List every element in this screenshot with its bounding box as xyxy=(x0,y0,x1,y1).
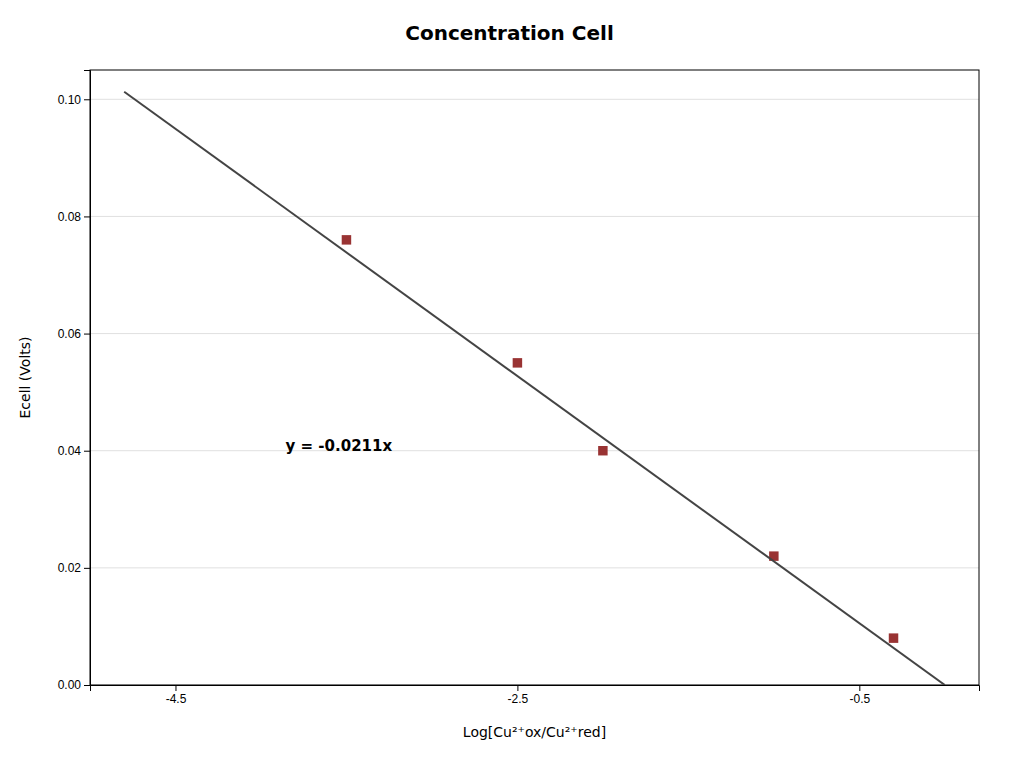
tick: 0.00 xyxy=(58,678,90,692)
trend-line xyxy=(124,92,945,685)
tick-label: -4.5 xyxy=(166,692,187,706)
tick: 0.06 xyxy=(58,327,90,341)
tick-mark xyxy=(84,451,90,452)
tick-mark xyxy=(84,685,90,686)
tick: -2.5 xyxy=(508,685,529,706)
axis-line xyxy=(84,71,91,686)
grid xyxy=(90,99,979,685)
tick: 0.02 xyxy=(58,561,90,575)
tick: 0.04 xyxy=(58,444,90,458)
tick-mark xyxy=(175,685,176,691)
plot-frame xyxy=(90,70,979,685)
tick-label: 0.02 xyxy=(58,561,82,575)
annotation: y = -0.0211x xyxy=(286,437,393,455)
plot: -0.5 -2.5 -4.5 0.00 0.02 0.04 0.06 0.08 0.10 y = … xyxy=(58,70,980,706)
tick-label: 0.08 xyxy=(58,210,82,224)
tick: 0.10 xyxy=(58,93,90,107)
tick-mark xyxy=(859,685,860,691)
tick-mark xyxy=(84,568,90,569)
point xyxy=(513,358,522,367)
x-axis: -0.5 -2.5 -4.5 xyxy=(91,685,980,706)
point xyxy=(889,633,898,642)
grid-line xyxy=(90,450,979,451)
point xyxy=(342,235,351,244)
tick-mark xyxy=(84,99,90,100)
tick-label: 0.06 xyxy=(58,327,82,341)
tick-mark xyxy=(84,334,90,335)
tick-label: -0.5 xyxy=(849,692,870,706)
point xyxy=(598,446,607,455)
tick: 0.08 xyxy=(58,210,90,224)
grid-line xyxy=(90,216,979,217)
grid-line xyxy=(90,567,979,568)
tick-mark xyxy=(84,216,90,217)
chart: -0.5 -2.5 -4.5 0.00 0.02 0.04 0.06 0.08 0.10 y = … xyxy=(0,0,1019,765)
grid-line xyxy=(90,99,979,100)
title: Concentration Cell xyxy=(405,21,614,45)
y-axis: 0.00 0.02 0.04 0.06 0.08 0.10 xyxy=(58,71,91,693)
tick: -0.5 xyxy=(849,685,870,706)
tick-label: 0.10 xyxy=(58,93,82,107)
axis-line xyxy=(91,686,980,692)
tick: -4.5 xyxy=(166,685,187,706)
tick-mark xyxy=(517,685,518,691)
tick-label: -2.5 xyxy=(508,692,529,706)
tick-label: 0.00 xyxy=(58,678,82,692)
marks xyxy=(124,92,945,685)
x-axis-title: Log[Cu²⁺ox/Cu²⁺red] xyxy=(463,724,606,740)
tick-label: 0.04 xyxy=(58,444,82,458)
y-axis-title: Ecell (Volts) xyxy=(17,336,33,418)
grid-line xyxy=(90,333,979,334)
